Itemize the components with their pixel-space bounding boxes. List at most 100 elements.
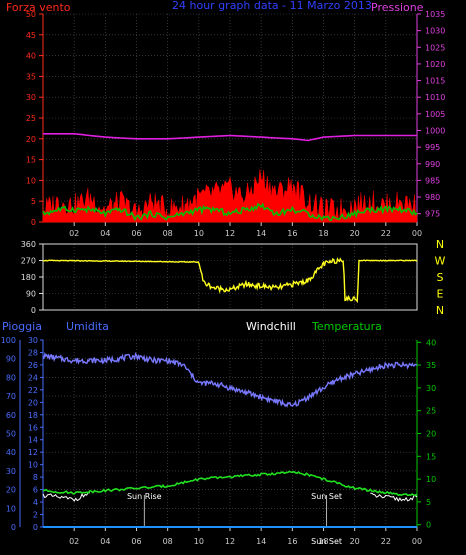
- pressure-tick-label: 1035: [425, 10, 445, 19]
- time-tick-label: 08: [163, 537, 173, 546]
- time-tick-label: 06: [131, 229, 141, 238]
- time-tick-label: 20: [350, 537, 360, 546]
- wind-tick-label: 20: [26, 135, 36, 144]
- temperature-axis-title: Temperatura: [311, 320, 382, 333]
- temperature-tick-label: 30: [426, 384, 436, 393]
- direction-tick-label: 270: [21, 257, 36, 266]
- time-tick-label: 16: [287, 229, 297, 238]
- wind-speed-series: [42, 169, 418, 223]
- humidity-tick-label: 22: [28, 386, 38, 395]
- rain-axis-title: Pioggia: [2, 320, 42, 333]
- sunset-bottom-label: Sun Set: [311, 537, 342, 546]
- time-tick-label: 00: [412, 229, 422, 238]
- humidity-tick-label: 14: [28, 436, 38, 445]
- wind-tick-label: 35: [26, 72, 36, 81]
- time-tick-label: 02: [69, 537, 79, 546]
- compass-label: W: [435, 255, 446, 268]
- humidity-tick-label: 0: [33, 523, 38, 532]
- humidity-tick-label: 4: [33, 498, 38, 507]
- humidity-tick-label: 30: [28, 336, 38, 345]
- rain-tick-label: 90: [6, 355, 16, 364]
- time-tick-label: 14: [256, 229, 266, 238]
- humidity-tick-label: 16: [28, 423, 38, 432]
- time-tick-label: 12: [225, 537, 235, 546]
- pressure-series: [43, 133, 417, 142]
- rain-tick-label: 50: [6, 430, 16, 439]
- wind-tick-label: 45: [26, 31, 36, 40]
- pressure-tick-label: 1025: [425, 43, 445, 52]
- direction-tick-label: 360: [21, 240, 36, 249]
- direction-tick-label: 90: [26, 290, 36, 299]
- temperature-tick-label: 10: [426, 475, 436, 484]
- wind-tick-label: 0: [31, 218, 36, 227]
- rain-tick-label: 80: [6, 373, 16, 382]
- humidity-axis-title: Umidita: [66, 320, 109, 333]
- time-tick-label: 10: [194, 537, 204, 546]
- temperature-tick-label: 25: [426, 407, 436, 416]
- direction-tick-label: 180: [21, 273, 36, 282]
- humidity-tick-label: 18: [28, 411, 38, 420]
- time-tick-label: 16: [287, 537, 297, 546]
- rain-tick-label: 20: [6, 486, 16, 495]
- temperature-tick-label: 15: [426, 452, 436, 461]
- wind-gust-series: [42, 202, 418, 222]
- time-tick-label: 02: [69, 229, 79, 238]
- wind-tick-label: 50: [26, 10, 36, 19]
- rain-tick-label: 60: [6, 411, 16, 420]
- humidity-tick-label: 10: [28, 461, 38, 470]
- pressure-tick-label: 975: [425, 210, 440, 219]
- chart-title: 24 hour graph data - 11 Marzo 2013: [172, 0, 372, 12]
- time-tick-label: 10: [194, 229, 204, 238]
- pressure-tick-label: 980: [425, 193, 440, 202]
- wind-tick-label: 25: [26, 114, 36, 123]
- compass-label: S: [437, 271, 444, 284]
- temperature-tick-label: 35: [426, 361, 436, 370]
- temperature-tick-label: 0: [426, 521, 431, 530]
- pressure-tick-label: 1000: [425, 126, 445, 135]
- wind-tick-label: 40: [26, 52, 36, 61]
- rain-tick-label: 100: [1, 336, 16, 345]
- humidity-tick-label: 2: [33, 511, 38, 520]
- humidity-tick-label: 26: [28, 361, 38, 370]
- pressure-axis-title: Pressione: [371, 1, 424, 14]
- temperature-tick-label: 5: [426, 498, 431, 507]
- humidity-tick-label: 24: [28, 373, 38, 382]
- humidity-series: [42, 351, 418, 408]
- rain-tick-label: 30: [6, 467, 16, 476]
- time-tick-label: 08: [163, 229, 173, 238]
- rain-tick-label: 40: [6, 448, 16, 457]
- pressure-tick-label: 1020: [425, 60, 445, 69]
- wind-axis-title: Forza vento: [6, 1, 71, 14]
- time-tick-label: 22: [381, 537, 391, 546]
- time-tick-label: 06: [131, 537, 141, 546]
- wind-tick-label: 30: [26, 93, 36, 102]
- time-tick-label: 18: [318, 229, 328, 238]
- rain-tick-label: 10: [6, 504, 16, 513]
- temperature-series: [42, 470, 418, 497]
- rain-tick-label: 70: [6, 392, 16, 401]
- windchill-title: Windchill: [246, 320, 296, 333]
- windchill-series: [42, 492, 418, 502]
- temperature-tick-label: 40: [426, 338, 436, 347]
- compass-label: N: [436, 304, 444, 317]
- pressure-tick-label: 1030: [425, 27, 445, 36]
- direction-tick-label: 0: [31, 306, 36, 315]
- wind-direction-series: [43, 257, 418, 304]
- temperature-tick-label: 20: [426, 430, 436, 439]
- wind-tick-label: 10: [26, 176, 36, 185]
- time-tick-label: 14: [256, 537, 266, 546]
- pressure-tick-label: 1015: [425, 77, 445, 86]
- time-tick-label: 04: [100, 229, 110, 238]
- time-tick-label: 22: [381, 229, 391, 238]
- time-tick-label: 12: [225, 229, 235, 238]
- sunset-label: Sun Set: [311, 492, 342, 501]
- time-tick-label: 04: [100, 537, 110, 546]
- pressure-tick-label: 995: [425, 143, 440, 152]
- humidity-tick-label: 6: [33, 486, 38, 495]
- time-tick-label: 18: [318, 537, 328, 546]
- rain-tick-label: 0: [11, 523, 16, 532]
- sunrise-label: Sun Rise: [127, 492, 162, 501]
- pressure-tick-label: 985: [425, 176, 440, 185]
- time-tick-label: 20: [350, 229, 360, 238]
